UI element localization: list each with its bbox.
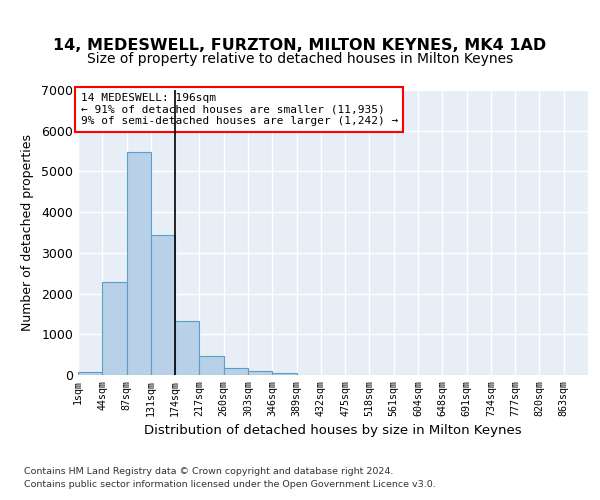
Text: Contains public sector information licensed under the Open Government Licence v3: Contains public sector information licen… [24, 480, 436, 489]
Bar [78, 372, 102, 375]
Bar [224, 368, 248, 375]
Text: Size of property relative to detached houses in Milton Keynes: Size of property relative to detached ho… [87, 52, 513, 66]
Text: 14 MEDESWELL: 196sqm
← 91% of detached houses are smaller (11,935)
9% of semi-de: 14 MEDESWELL: 196sqm ← 91% of detached h… [80, 93, 398, 126]
Bar [272, 373, 296, 375]
X-axis label: Distribution of detached houses by size in Milton Keynes: Distribution of detached houses by size … [144, 424, 522, 437]
Bar [151, 234, 175, 375]
Bar [199, 356, 224, 375]
Bar [248, 371, 272, 375]
Bar [175, 322, 199, 375]
Bar [102, 282, 127, 375]
Bar [127, 152, 151, 375]
Text: Contains HM Land Registry data © Crown copyright and database right 2024.: Contains HM Land Registry data © Crown c… [24, 467, 394, 476]
Text: 14, MEDESWELL, FURZTON, MILTON KEYNES, MK4 1AD: 14, MEDESWELL, FURZTON, MILTON KEYNES, M… [53, 38, 547, 52]
Y-axis label: Number of detached properties: Number of detached properties [21, 134, 34, 331]
